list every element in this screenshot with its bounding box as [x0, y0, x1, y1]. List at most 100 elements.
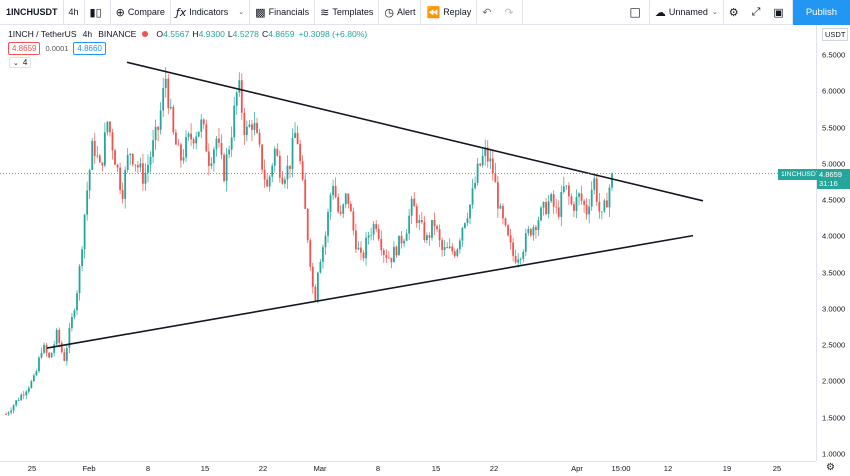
candle-body	[103, 132, 106, 166]
candle-body	[5, 414, 7, 415]
candle-body	[469, 204, 471, 219]
candle-body	[529, 229, 532, 236]
sell-price-box[interactable]: 4.8659	[8, 42, 41, 55]
price-tick-label: 1.0000	[822, 449, 846, 459]
indicators-button[interactable]: ƒx Indicators ⌄	[171, 0, 251, 25]
candle-body	[235, 92, 238, 106]
price-tick-label: 3.0000	[822, 304, 846, 314]
rewind-icon: ⏪	[426, 5, 441, 19]
price-axis[interactable]	[816, 25, 850, 461]
upper-trendline	[126, 61, 704, 202]
candle-body	[428, 235, 431, 238]
candle-body	[527, 229, 530, 234]
candle-body	[63, 352, 66, 361]
undo-button[interactable]: ↶	[477, 0, 499, 25]
buy-price-box[interactable]: 4.8660	[73, 42, 106, 55]
candle-body	[446, 247, 449, 249]
candle-body	[545, 202, 547, 215]
indicators-toggle[interactable]: ⌄ 4	[9, 57, 32, 68]
candle-body	[590, 189, 593, 207]
redo-button[interactable]: ↷	[499, 0, 523, 25]
candle-body	[197, 131, 200, 137]
candle-body	[327, 211, 329, 236]
candle-body	[357, 247, 360, 250]
candle-body	[342, 204, 345, 214]
candle-body	[367, 235, 370, 238]
plus-circle-icon: ⊕	[115, 5, 125, 19]
interval-button[interactable]: 4h	[64, 0, 85, 25]
candle-body	[329, 195, 332, 212]
time-tick-label: Mar	[313, 464, 327, 473]
currency-label[interactable]: USDT	[822, 28, 849, 41]
candle-body	[547, 201, 550, 215]
candle-body	[180, 144, 182, 161]
candle-body	[81, 249, 83, 267]
replay-button[interactable]: ⏪ Replay	[421, 0, 478, 25]
candles-group	[5, 66, 613, 416]
candle-body	[240, 80, 243, 113]
candle-body	[443, 247, 446, 250]
candle-body	[278, 155, 281, 178]
layout-menu-button[interactable]: ☁ Unnamed ⌄	[650, 0, 724, 25]
trendlines-group	[46, 61, 704, 349]
price-tick-label: 4.5000	[822, 195, 846, 205]
low-value: 4.5278	[232, 29, 259, 39]
snapshot-button[interactable]: ▣	[768, 0, 793, 25]
fullscreen-layout-button[interactable]: □	[624, 0, 650, 25]
templates-icon: ≋	[320, 5, 330, 19]
chevron-down-icon: ⌄	[711, 9, 718, 16]
candle-body	[349, 203, 352, 212]
candle-body	[106, 121, 109, 133]
last-price-value: 4.8659	[819, 169, 842, 179]
candle-body	[98, 155, 101, 163]
candle-body	[362, 252, 365, 259]
candle-body	[68, 328, 71, 349]
candle-body	[426, 235, 428, 241]
candle-body	[271, 165, 274, 177]
templates-label: Templates	[332, 7, 374, 17]
candle-body	[522, 251, 525, 259]
candle-body	[542, 202, 545, 208]
bar-countdown: 31:16	[819, 178, 838, 188]
candle-body	[603, 200, 606, 212]
symbol-search-button[interactable]: 1INCHUSDT	[0, 0, 64, 25]
candle-body	[393, 246, 395, 263]
candle-body	[251, 124, 253, 130]
candle-body	[101, 162, 104, 166]
candle-body	[76, 293, 78, 311]
templates-button[interactable]: ≋ Templates	[315, 0, 380, 25]
candle-body	[316, 272, 319, 301]
candle-body	[30, 381, 33, 388]
alert-button[interactable]: ◷ Alert	[379, 0, 422, 25]
chart-legend: 1INCH / TetherUS 4h BINANCE O 4.5567 H 4.9…	[8, 29, 367, 39]
candle-body	[410, 198, 413, 216]
candle-body	[339, 211, 342, 214]
spread-value: 0.0001	[45, 44, 69, 53]
candle-body	[96, 155, 99, 157]
candle-body	[172, 106, 175, 133]
candle-body	[347, 193, 350, 204]
candle-body	[319, 261, 322, 273]
time-axis[interactable]	[0, 461, 816, 476]
price-tick-label: 5.0000	[822, 159, 846, 169]
candle-body	[248, 124, 251, 127]
settings-button[interactable]: ⚙	[724, 0, 747, 25]
fullscreen-button[interactable]: ⤢	[747, 0, 769, 25]
price-chart[interactable]	[0, 25, 816, 461]
candle-body	[134, 164, 137, 166]
axis-settings-gear-icon[interactable]: ⚙	[826, 462, 835, 473]
candle-body	[294, 132, 296, 139]
compare-button[interactable]: ⊕ Compare	[111, 0, 171, 25]
chart-type-button[interactable]: ▮▯	[85, 0, 111, 25]
candle-body	[60, 342, 63, 353]
publish-button[interactable]: Publish	[792, 0, 850, 25]
candle-body	[256, 122, 258, 133]
candle-body	[139, 163, 142, 168]
candle-body	[486, 147, 489, 162]
candle-body	[535, 227, 537, 230]
candle-body	[352, 211, 355, 231]
price-tick-label: 5.5000	[822, 123, 846, 133]
time-tick-label: 19	[722, 464, 732, 473]
financials-button[interactable]: ▩ Financials	[250, 0, 316, 25]
candle-body	[27, 387, 30, 392]
